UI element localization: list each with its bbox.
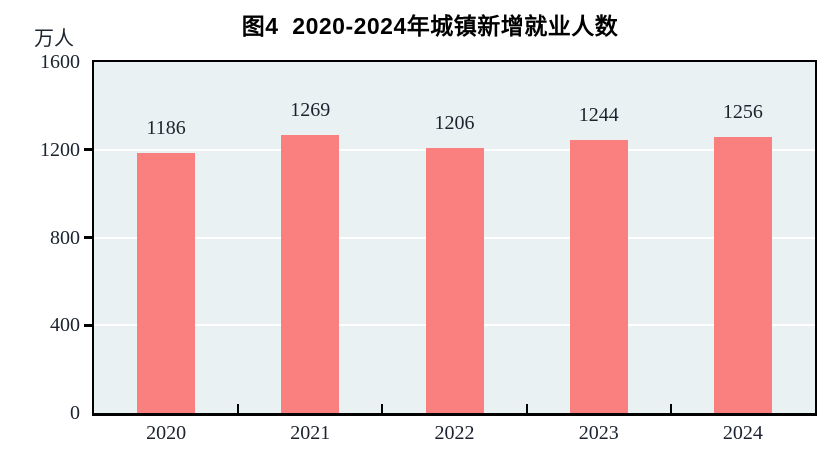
- bar-value-label-2024: 1256: [722, 101, 763, 124]
- bar-value-label-2021: 1269: [290, 98, 331, 121]
- y-axis-tick: [84, 148, 92, 152]
- bar-2023: [569, 140, 628, 413]
- y-tick-label-0: 0: [70, 402, 80, 424]
- bar-value-label-2020: 1186: [146, 116, 186, 139]
- x-axis-tick: [525, 404, 528, 413]
- x-tick-label-2020: 2020: [146, 422, 187, 444]
- y-tick-label-1200: 1200: [40, 138, 80, 161]
- bar-2024: [713, 137, 772, 413]
- x-axis-tick: [381, 404, 384, 413]
- x-tick-label-2023: 2023: [578, 422, 619, 444]
- y-tick-label-800: 800: [50, 226, 80, 249]
- x-tick-label-2021: 2021: [290, 422, 331, 444]
- y-axis-tick: [84, 323, 92, 327]
- bar-2020: [137, 152, 196, 413]
- y-axis-unit-label: 万人: [34, 28, 74, 50]
- y-axis-tick: [84, 236, 92, 239]
- x-tick-label-2024: 2024: [722, 422, 763, 444]
- chart-title: 图4 2020-2024年城镇新增就业人数: [241, 13, 619, 39]
- bar-value-label-2022: 1206: [434, 112, 475, 135]
- y-tick-label-400: 400: [50, 314, 80, 337]
- x-axis-tick: [237, 404, 240, 413]
- plot-area: 1186 1269 1206 1244 1256: [92, 60, 817, 416]
- x-tick-label-2022: 2022: [434, 422, 475, 444]
- bar-2021: [281, 134, 340, 413]
- bar-value-label-2023: 1244: [578, 104, 619, 127]
- bar-2022: [425, 148, 484, 413]
- x-axis-tick: [669, 404, 672, 413]
- y-tick-label-1600: 1600: [40, 51, 80, 73]
